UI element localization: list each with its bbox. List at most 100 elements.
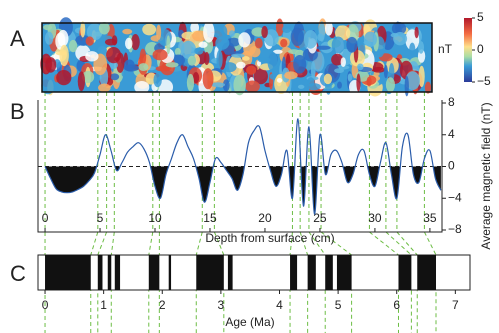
normal-polarity xyxy=(337,255,352,290)
map-blob xyxy=(291,27,304,46)
map-blob xyxy=(69,40,77,52)
map-blob xyxy=(261,26,268,38)
map-blob xyxy=(367,77,372,87)
map-blob xyxy=(348,73,353,81)
map-blob xyxy=(78,71,85,91)
map-blob xyxy=(175,48,181,56)
map-blob xyxy=(346,37,357,53)
colorbar-label: nT xyxy=(438,42,453,56)
x-tick-label: 10 xyxy=(148,211,162,225)
map-blob xyxy=(255,38,263,49)
map-blob xyxy=(324,74,332,84)
normal-polarity xyxy=(169,255,171,290)
map-blob xyxy=(56,70,71,85)
map-blob xyxy=(364,32,377,47)
map-blob xyxy=(268,52,278,72)
map-blob xyxy=(188,56,196,66)
map-blob xyxy=(56,51,67,55)
y-axis-label: Average magnetic field (nT) xyxy=(479,102,493,249)
x-tick-label: 0 xyxy=(42,298,49,312)
map-blob xyxy=(45,32,53,45)
map-blob xyxy=(238,32,250,47)
map-blob xyxy=(45,57,56,73)
colorbar-tick-label: 0 xyxy=(477,42,484,56)
colorbar-tick-label: −5 xyxy=(477,74,491,88)
x-tick-label: 3 xyxy=(218,298,225,312)
map-blob xyxy=(284,71,297,79)
map-blob xyxy=(153,73,161,87)
panel-a: A 5 0 −5 nT xyxy=(10,10,491,96)
map-blob xyxy=(245,81,260,93)
x-tick-label: 6 xyxy=(393,298,400,312)
map-blob xyxy=(194,47,203,54)
map-blob xyxy=(277,78,282,83)
map-blob xyxy=(280,39,287,47)
y-tick-label: −8 xyxy=(448,222,462,236)
figure: A 50−5nT B 840−4−805101520253035Depth fr… xyxy=(0,0,499,333)
x-tick-label: 35 xyxy=(423,211,437,225)
map-blob xyxy=(105,39,117,46)
map-blob xyxy=(166,62,179,67)
map-blob xyxy=(409,43,415,56)
x-axis-label: Age (Ma) xyxy=(225,315,274,329)
x-tick-label: 7 xyxy=(452,298,459,312)
map-blob xyxy=(211,82,225,87)
map-blob xyxy=(384,65,388,78)
map-blob xyxy=(60,45,69,66)
panel-label: C xyxy=(10,261,26,286)
map-blob xyxy=(332,36,345,53)
map-blob xyxy=(418,41,424,54)
map-blob xyxy=(98,83,111,92)
map-blob xyxy=(341,57,346,67)
map-blob xyxy=(187,74,194,91)
map-blob xyxy=(214,24,228,40)
x-axis-label: Depth from surface (cm) xyxy=(205,231,334,245)
map-blob xyxy=(122,71,127,77)
normal-polarity xyxy=(196,255,224,290)
map-blob xyxy=(298,85,304,89)
map-blob xyxy=(85,51,98,61)
map-blob xyxy=(307,77,315,87)
map-blob xyxy=(304,30,317,49)
map-blob xyxy=(357,63,364,70)
map-blob xyxy=(405,76,409,96)
map-blob xyxy=(106,47,121,63)
x-tick-label: 15 xyxy=(203,211,217,225)
map-blob xyxy=(199,42,208,48)
normal-polarity xyxy=(115,255,120,290)
map-blob xyxy=(316,46,330,50)
y-tick-label: −4 xyxy=(448,190,462,204)
map-blob xyxy=(124,64,139,71)
y-tick-label: 8 xyxy=(448,95,455,109)
map-blob xyxy=(414,27,418,38)
map-blob xyxy=(204,52,210,65)
normal-polarity xyxy=(228,255,233,290)
normal-polarity xyxy=(108,255,112,290)
map-blob xyxy=(138,63,148,71)
map-blob xyxy=(156,66,169,71)
map-blob xyxy=(334,68,344,73)
x-tick-label: 20 xyxy=(258,211,272,225)
normal-polarity xyxy=(290,255,297,290)
map-blob xyxy=(156,25,161,40)
map-blob xyxy=(282,25,291,33)
x-tick-label: 4 xyxy=(276,298,283,312)
map-blob xyxy=(311,61,316,79)
map-blob xyxy=(372,67,385,73)
map-blob xyxy=(142,24,156,36)
map-blob xyxy=(356,73,360,91)
normal-polarity xyxy=(398,255,411,290)
panel-label: A xyxy=(10,26,25,51)
map-blob xyxy=(231,54,244,58)
map-blob xyxy=(246,66,256,75)
map-blob xyxy=(166,35,170,54)
colorbar-tick-label: 5 xyxy=(477,10,484,24)
map-blob xyxy=(242,56,249,61)
x-tick-label: 5 xyxy=(97,211,104,225)
map-blob xyxy=(125,38,132,49)
x-tick-label: 1 xyxy=(100,298,107,312)
map-blob xyxy=(203,21,214,42)
map-blob xyxy=(153,49,168,60)
map-blob xyxy=(270,74,276,80)
map-blob xyxy=(228,38,241,47)
